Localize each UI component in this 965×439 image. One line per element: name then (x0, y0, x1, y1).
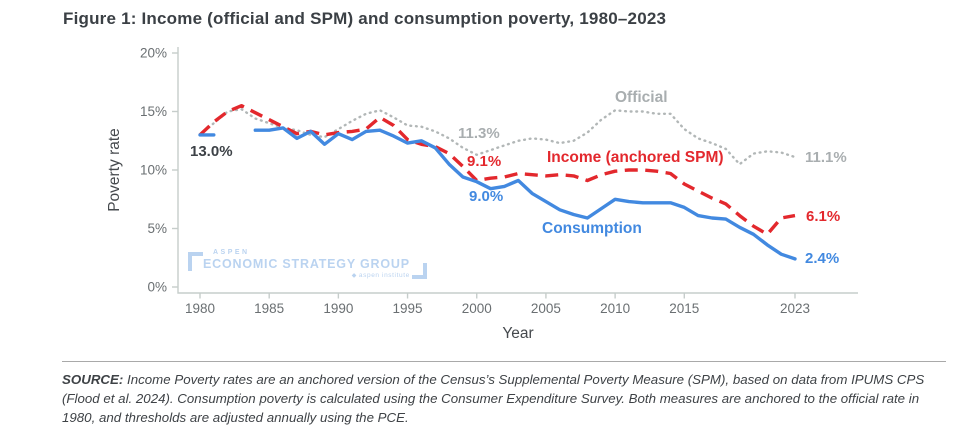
x-tick-label: 1995 (393, 301, 423, 316)
annotation-official-2023: 11.1% (805, 149, 847, 166)
x-axis-title: Year (502, 325, 533, 342)
x-tick-label: 1990 (323, 301, 353, 316)
source-text: Income Poverty rates are an anchored ver… (62, 372, 925, 425)
annotation-income-2023: 6.1% (806, 208, 841, 225)
x-tick-label: 1985 (254, 301, 284, 316)
axis-frame (177, 47, 858, 294)
logo-text: ASPEN ECONOMIC STRATEGY GROUP ◆ aspen ins… (203, 249, 410, 279)
y-axis-title: Poverty rate (106, 128, 123, 212)
y-tick-label: 20% (140, 46, 167, 61)
y-tick-label: 5% (147, 221, 167, 236)
y-tick-label: 15% (140, 104, 167, 119)
series-line-consumption (198, 126, 797, 261)
annotation-start-1980: 13.0% (190, 143, 233, 160)
x-tick-label: 2023 (780, 301, 810, 316)
x-tick-label: 2005 (531, 301, 561, 316)
x-tick-label: 1980 (185, 301, 215, 316)
series-label-consumption: Consumption (542, 220, 642, 237)
annotation-income-2000: 9.1% (467, 153, 502, 170)
aspen-institute-diamond-icon: ◆ (351, 272, 357, 279)
x-tick-label: 2010 (600, 301, 630, 316)
source-label: SOURCE: (62, 372, 124, 387)
logo-main-text: ECONOMIC STRATEGY GROUP (203, 257, 410, 271)
logo-sub-text: ◆ aspen institute (203, 271, 410, 280)
x-tick-label: 2015 (669, 301, 699, 316)
logo-aspen-text: ASPEN (213, 249, 250, 256)
footer-divider (62, 361, 946, 362)
series-label-official: Official (615, 89, 668, 106)
aspen-esg-logo: ASPEN ECONOMIC STRATEGY GROUP ◆ aspen ins… (188, 249, 427, 279)
annotation-consumption-2000: 9.0% (469, 188, 504, 205)
series-label-income: Income (anchored SPM) (547, 149, 724, 166)
logo-sub-label: aspen institute (358, 271, 410, 279)
logo-right-bracket-icon (411, 263, 427, 279)
annotation-official-2000: 11.3% (458, 125, 500, 142)
x-tick-label: 2000 (462, 301, 492, 316)
series-line-official (198, 108, 797, 166)
y-tick-label: 0% (147, 280, 167, 295)
source-note: SOURCE: Income Poverty rates are an anch… (62, 370, 948, 427)
figure-title: Figure 1: Income (official and SPM) and … (63, 9, 667, 28)
logo-left-bracket-icon (188, 252, 203, 271)
annotation-consumption-2023: 2.4% (805, 250, 840, 267)
y-tick-label: 10% (140, 163, 167, 178)
